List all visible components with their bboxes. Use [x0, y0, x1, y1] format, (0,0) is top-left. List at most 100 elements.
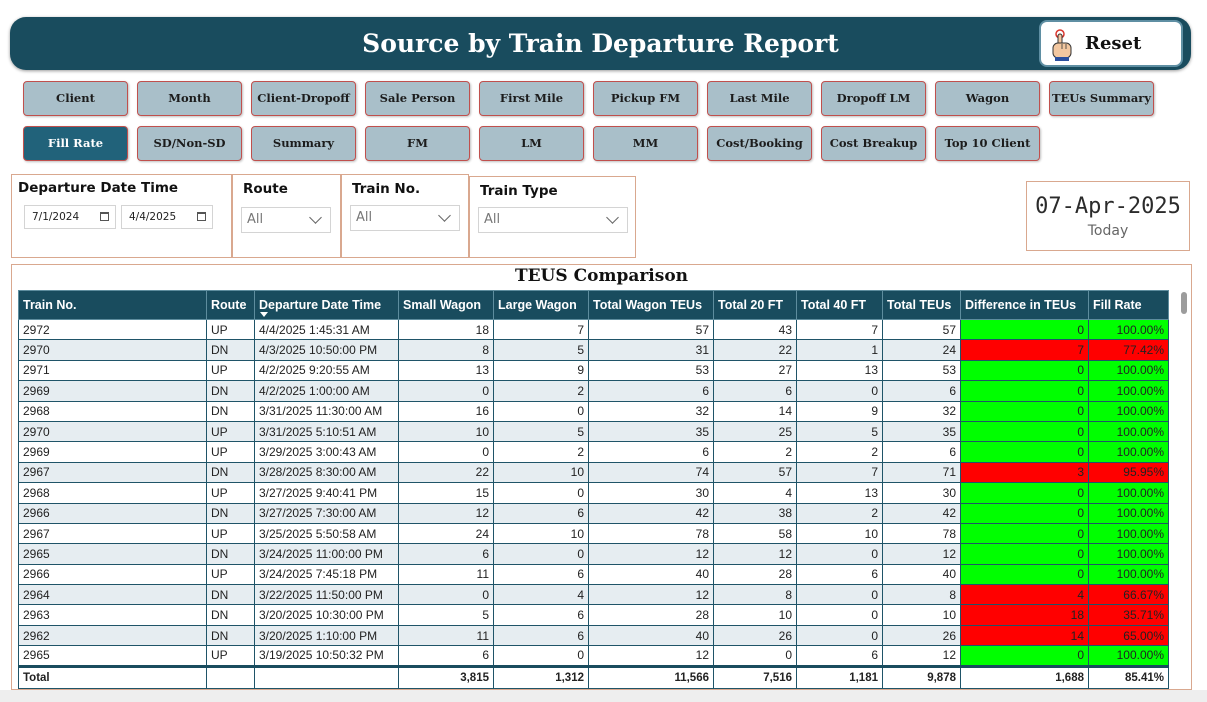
- train-type-dropdown[interactable]: All: [478, 207, 628, 233]
- table-cell: 40: [588, 563, 714, 586]
- nav-mm-button[interactable]: MM: [593, 126, 698, 161]
- table-cell: 7: [796, 318, 883, 341]
- calendar-icon[interactable]: [197, 212, 206, 221]
- table-cell: 4: [713, 482, 797, 504]
- nav-client-dropoff-button[interactable]: Client-Dropoff: [251, 81, 356, 116]
- nav-last-mile-button[interactable]: Last Mile: [707, 81, 812, 116]
- route-dropdown[interactable]: All: [241, 207, 331, 233]
- column-header[interactable]: Fill Rate: [1088, 290, 1169, 320]
- table-cell: UP: [206, 482, 255, 504]
- start-date-input[interactable]: 7/1/2024: [24, 205, 116, 229]
- table-cell: 3/24/2025 7:45:18 PM: [254, 563, 399, 586]
- table-cell: 3: [960, 461, 1089, 484]
- table-row[interactable]: 2969 UP 3/29/2025 3:00:43 AM 0 2 6 2 2 6 0 100.00%: [18, 441, 1169, 463]
- column-header[interactable]: Train No.: [18, 290, 207, 320]
- total-cell: 9,878: [882, 664, 961, 689]
- nav-sd-non-sd-button[interactable]: SD/Non-SD: [137, 126, 242, 161]
- table-cell: 0: [960, 522, 1089, 545]
- nav-pickup-fm-button[interactable]: Pickup FM: [593, 81, 698, 116]
- end-date-input[interactable]: 4/4/2025: [121, 205, 213, 229]
- table-cell: 6: [882, 441, 961, 463]
- table-cell: 0: [796, 380, 883, 402]
- table-cell: 24: [882, 339, 961, 361]
- column-header[interactable]: Total 20 FT: [713, 290, 797, 320]
- nav-wagon-button[interactable]: Wagon: [935, 81, 1040, 116]
- table-cell: 58: [713, 522, 797, 545]
- reset-label: Reset: [1085, 33, 1142, 54]
- table-cell: 25: [713, 420, 797, 443]
- table-cell: 100.00%: [1088, 645, 1169, 667]
- nav-first-mile-button[interactable]: First Mile: [479, 81, 584, 116]
- table-row[interactable]: 2972 UP 4/4/2025 1:45:31 AM 18 7 57 43 7 57 0 100.…: [18, 318, 1169, 341]
- route-slicer: Route All: [232, 174, 341, 258]
- table-cell: 2969: [18, 380, 207, 402]
- table-row[interactable]: 2964 DN 3/22/2025 11:50:00 PM 0 4 12 8 0 8 4 66.67…: [18, 584, 1169, 606]
- nav-cost-booking-button[interactable]: Cost/Booking: [707, 126, 812, 161]
- table-row[interactable]: 2965 UP 3/19/2025 10:50:32 PM 6 0 12 0 6 12 0 100.…: [18, 645, 1169, 667]
- column-header[interactable]: Route: [206, 290, 255, 320]
- table-cell: UP: [206, 441, 255, 463]
- table-cell: 100.00%: [1088, 380, 1169, 402]
- table-cell: 4: [493, 584, 589, 606]
- nav-summary-button[interactable]: Summary: [251, 126, 356, 161]
- table-row[interactable]: 2967 UP 3/25/2025 5:50:58 AM 24 10 78 58 10 78 0 1…: [18, 522, 1169, 545]
- table-cell: 6: [493, 604, 589, 626]
- column-header[interactable]: Departure Date Time: [254, 290, 399, 320]
- nav-dropoff-lm-button[interactable]: Dropoff LM: [821, 81, 926, 116]
- table-row[interactable]: 2971 UP 4/2/2025 9:20:55 AM 13 9 53 27 13 53 0 100…: [18, 359, 1169, 382]
- table-cell: 35.71%: [1088, 604, 1169, 626]
- table-cell: 0: [960, 400, 1089, 422]
- nav-top-10-client-button[interactable]: Top 10 Client: [935, 126, 1040, 161]
- table-cell: 0: [796, 584, 883, 606]
- table-row[interactable]: 2966 UP 3/24/2025 7:45:18 PM 11 6 40 28 6 40 0 100…: [18, 563, 1169, 586]
- table-cell: 6: [588, 380, 714, 402]
- table-cell: 100.00%: [1088, 359, 1169, 382]
- reset-button[interactable]: Reset: [1039, 20, 1183, 67]
- table-cell: 0: [960, 318, 1089, 341]
- table-row[interactable]: 2970 DN 4/3/2025 10:50:00 PM 8 5 31 22 1 24 7 77.4…: [18, 339, 1169, 361]
- sort-descending-icon[interactable]: [260, 312, 268, 317]
- table-row[interactable]: 2965 DN 3/24/2025 11:00:00 PM 6 0 12 12 0 12 0 100…: [18, 543, 1169, 565]
- table-row[interactable]: 2966 DN 3/27/2025 7:30:00 AM 12 6 42 38 2 42 0 100…: [18, 502, 1169, 524]
- column-header[interactable]: Small Wagon: [398, 290, 494, 320]
- table-cell: 26: [882, 624, 961, 647]
- train-no-dropdown[interactable]: All: [350, 205, 460, 231]
- table-row[interactable]: 2963 DN 3/20/2025 10:30:00 PM 5 6 28 10 0 10 18 35…: [18, 604, 1169, 626]
- nav-sale-person-button[interactable]: Sale Person: [365, 81, 470, 116]
- column-header[interactable]: Large Wagon: [493, 290, 589, 320]
- table-cell: 2: [713, 441, 797, 463]
- table-cell: 3/20/2025 10:30:00 PM: [254, 604, 399, 626]
- column-header[interactable]: Total TEUs: [882, 290, 961, 320]
- calendar-icon[interactable]: [100, 212, 109, 221]
- table-row[interactable]: 2968 DN 3/31/2025 11:30:00 AM 16 0 32 14 9 32 0 10…: [18, 400, 1169, 422]
- column-header[interactable]: Total 40 FT: [796, 290, 883, 320]
- nav-client-button[interactable]: Client: [23, 81, 128, 116]
- column-header[interactable]: Total Wagon TEUs: [588, 290, 714, 320]
- table-cell: 18: [398, 318, 494, 341]
- table-row[interactable]: 2969 DN 4/2/2025 1:00:00 AM 0 2 6 6 0 6 0 100.00%: [18, 380, 1169, 402]
- table-cell: 42: [882, 502, 961, 524]
- table-cell: 10: [493, 461, 589, 484]
- nav-fill-rate-button[interactable]: Fill Rate: [23, 126, 128, 161]
- nav-month-button[interactable]: Month: [137, 81, 242, 116]
- table-row[interactable]: 2962 DN 3/20/2025 1:10:00 PM 11 6 40 26 0 26 14 65…: [18, 624, 1169, 647]
- table-cell: 53: [588, 359, 714, 382]
- column-header[interactable]: Difference in TEUs: [960, 290, 1089, 320]
- table-cell: DN: [206, 543, 255, 565]
- teus-comparison-table: Train No. Route Departure Date Time Small W…: [18, 290, 1169, 689]
- table-cell: 2965: [18, 543, 207, 565]
- train-no-title: Train No.: [352, 181, 421, 197]
- nav-cost-breakup-button[interactable]: Cost Breakup: [821, 126, 926, 161]
- table-row[interactable]: 2967 DN 3/28/2025 8:30:00 AM 22 10 74 57 7 71 3 95…: [18, 461, 1169, 484]
- table-cell: 0: [960, 645, 1089, 667]
- nav-teus-summary-button[interactable]: TEUs Summary: [1049, 81, 1154, 116]
- table-row[interactable]: 2968 UP 3/27/2025 9:40:41 PM 15 0 30 4 13 30 0 100…: [18, 482, 1169, 504]
- table-row[interactable]: 2970 UP 3/31/2025 5:10:51 AM 10 5 35 25 5 35 0 100…: [18, 420, 1169, 443]
- nav-lm-button[interactable]: LM: [479, 126, 584, 161]
- table-cell: 4: [960, 584, 1089, 606]
- table-cell: 12: [398, 502, 494, 524]
- nav-fm-button[interactable]: FM: [365, 126, 470, 161]
- table-scrollbar[interactable]: [1180, 292, 1188, 664]
- scrollbar-thumb[interactable]: [1181, 292, 1187, 314]
- table-cell: 0: [960, 441, 1089, 463]
